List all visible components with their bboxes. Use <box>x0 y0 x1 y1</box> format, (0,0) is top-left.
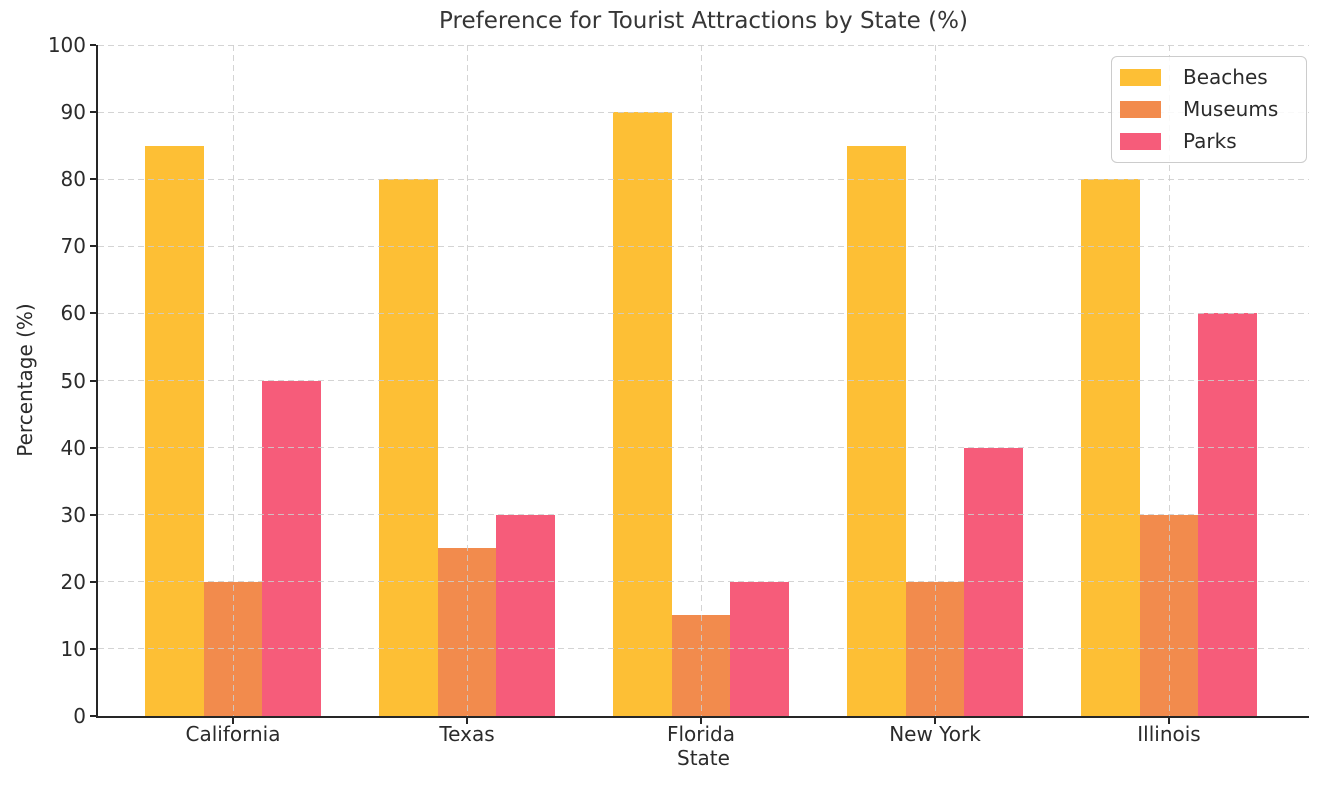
legend-swatch-parks <box>1120 133 1161 150</box>
gridline-y-30 <box>98 514 1309 516</box>
gridline-x-florida <box>700 45 702 716</box>
legend-item-museums: Museums <box>1120 99 1292 120</box>
legend-label-parks: Parks <box>1183 129 1237 153</box>
gridline-x-new-york <box>934 45 936 716</box>
y-tick-40 <box>90 446 96 449</box>
y-tick-60 <box>90 312 96 315</box>
plot-area <box>98 44 1309 716</box>
legend-item-beaches: Beaches <box>1120 67 1292 88</box>
bar-beaches-florida <box>613 112 672 716</box>
x-tick-label-new-york: New York <box>889 722 981 746</box>
legend-label-museums: Museums <box>1183 97 1279 121</box>
x-tick-illinois <box>1168 718 1170 724</box>
y-tick-0 <box>90 715 96 717</box>
y-tick-label-0: 0 <box>73 704 86 728</box>
gridline-x-illinois <box>1168 45 1170 716</box>
x-tick-label-illinois: Illinois <box>1137 722 1201 746</box>
bar-parks-california <box>262 380 321 716</box>
x-tick-florida <box>700 718 702 724</box>
chart-title: Preference for Tourist Attractions by St… <box>439 8 968 34</box>
gridline-y-10 <box>98 648 1309 650</box>
y-tick-label-30: 30 <box>60 502 86 527</box>
gridline-x-texas <box>466 45 468 716</box>
y-tick-90 <box>90 111 96 114</box>
y-tick-70 <box>90 245 96 248</box>
x-tick-label-texas: Texas <box>439 722 495 746</box>
legend-swatch-beaches <box>1120 69 1161 86</box>
y-tick-label-80: 80 <box>60 167 86 192</box>
gridline-y-20 <box>98 581 1309 583</box>
y-tick-20 <box>90 580 96 583</box>
gridline-y-100 <box>98 44 1309 46</box>
x-tick-label-florida: Florida <box>666 722 736 746</box>
legend-item-parks: Parks <box>1120 131 1292 152</box>
gridline-y-40 <box>98 447 1309 449</box>
y-tick-50 <box>90 379 96 382</box>
gridline-y-60 <box>98 312 1309 314</box>
x-tick-california <box>232 718 234 724</box>
x-axis-label: State <box>677 746 730 770</box>
gridline-y-80 <box>98 178 1309 180</box>
legend-label-beaches: Beaches <box>1183 65 1268 89</box>
y-tick-label-50: 50 <box>60 368 86 393</box>
y-axis-spine <box>96 45 98 718</box>
y-tick-label-100: 100 <box>47 33 86 57</box>
gridline-y-50 <box>98 380 1309 381</box>
legend: Beaches Museums Parks <box>1111 56 1307 163</box>
bar-parks-texas <box>496 514 555 716</box>
y-tick-label-60: 60 <box>60 301 86 326</box>
y-tick-80 <box>90 178 96 181</box>
y-tick-label-10: 10 <box>60 636 86 661</box>
y-tick-label-70: 70 <box>60 234 86 259</box>
gridline-y-90 <box>98 111 1309 113</box>
gridline-x-california <box>232 45 234 716</box>
y-tick-label-40: 40 <box>60 435 86 460</box>
gridline-y-70 <box>98 245 1309 247</box>
y-tick-30 <box>90 513 96 516</box>
y-tick-label-90: 90 <box>60 100 86 125</box>
legend-swatch-museums <box>1120 101 1161 118</box>
x-tick-new-york <box>934 718 936 724</box>
y-tick-10 <box>90 647 96 650</box>
bar-beaches-california <box>145 145 204 716</box>
bar-beaches-new-york <box>847 145 906 716</box>
x-axis-spine <box>96 716 1309 718</box>
y-tick-100 <box>90 44 96 46</box>
x-tick-texas <box>466 718 468 724</box>
x-tick-label-california: California <box>185 722 281 746</box>
y-tick-label-20: 20 <box>60 569 86 594</box>
